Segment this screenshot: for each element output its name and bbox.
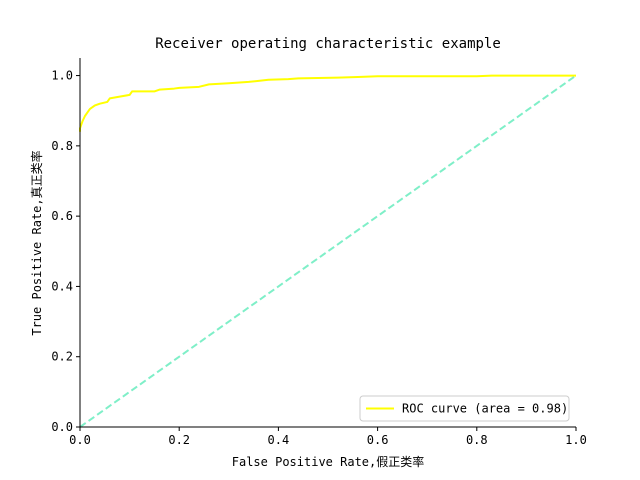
x-tick-label: 1.0 [565, 433, 587, 447]
y-tick-label: 1.0 [51, 69, 73, 83]
chance-diagonal-line [79, 74, 577, 428]
roc-curve-line [79, 74, 576, 132]
y-tick-label: 0.6 [51, 209, 73, 223]
y-tick-label: 0.4 [51, 279, 73, 293]
x-axis-label: False Positive Rate,假正类率 [232, 454, 425, 469]
legend-label-roc: ROC curve (area = 0.98) [402, 402, 568, 416]
y-axis-label: True Positive Rate,真正类率 [29, 150, 44, 335]
y-tick-label: 0.8 [51, 139, 73, 153]
x-tick-label: 0.4 [268, 433, 290, 447]
x-tick-label: 0.6 [367, 433, 389, 447]
x-tick-label: 0.2 [168, 433, 190, 447]
plot-area: 0.0 0.2 0.4 0.6 0.8 1.0 0.0 0.2 0.4 0.6 0.8 1.0 ROC … [51, 58, 587, 447]
y-tick-label: 0.2 [51, 350, 73, 364]
x-tick-label: 0.0 [69, 433, 91, 447]
x-tick-label: 0.8 [466, 433, 488, 447]
legend-box [359, 395, 570, 422]
chart-title: Receiver operating characteristic exampl… [155, 36, 501, 52]
y-tick-label: 0.0 [51, 420, 73, 434]
